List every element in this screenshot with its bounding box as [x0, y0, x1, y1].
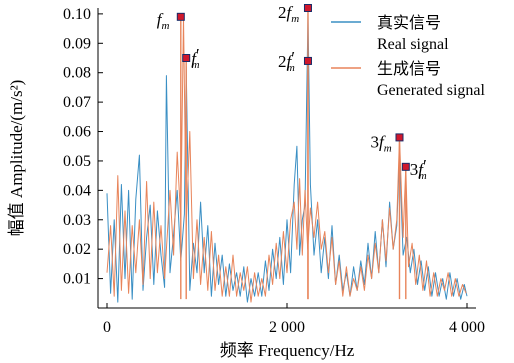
peak-label-coef: 3	[371, 132, 380, 151]
y-tick-label: 0.04	[63, 182, 91, 199]
legend-label-1: Real signal	[377, 36, 449, 53]
peak-label-prime: ′	[422, 156, 426, 175]
peak-label-base: f	[286, 3, 293, 22]
x-tick-label: 0	[103, 319, 111, 336]
legend-label-1: 真实信号	[377, 14, 441, 32]
y-tick-label: 0.07	[63, 94, 91, 111]
peak-label: 2fm	[278, 3, 299, 25]
x-axis-label: 频率 Frequency/Hz	[220, 341, 355, 360]
x-tick-label: 4 000	[449, 319, 485, 336]
peak-label-base: f	[379, 132, 386, 151]
y-tick-label: 0.03	[63, 212, 91, 229]
legend: 真实信号 Real signal 生成信号 Generated signal	[331, 14, 486, 99]
y-tick-label: 0.09	[63, 35, 91, 52]
peak-label-sub: m	[287, 62, 295, 74]
peak-label-prime: ′	[195, 45, 199, 64]
x-tick-label: 2 000	[269, 319, 305, 336]
peak-label-base: f	[418, 160, 425, 179]
peak-label: 3f′ m	[410, 156, 427, 182]
peak-label-sub: m	[384, 142, 392, 154]
peak-marker	[303, 4, 312, 12]
peak-label: fm	[157, 10, 170, 32]
marker-stems	[180, 8, 407, 300]
peak-marker	[303, 56, 312, 65]
peak-label-prime: ′	[290, 48, 294, 67]
y-tick-label: 0.10	[63, 6, 91, 23]
tick-labels: 0.01 0.02 0.03 0.04 0.05 0.06 0.07 0.08 0.09 0.10…	[63, 6, 485, 336]
peak-marker	[395, 133, 404, 142]
peak-label-sub: m	[291, 13, 299, 25]
y-tick-label: 0.02	[63, 241, 91, 258]
peak-label: 3fm	[371, 132, 392, 154]
legend-label-2: Generated signal	[377, 82, 486, 99]
y-tick-label: 0.08	[63, 65, 91, 82]
peak-marker	[401, 162, 410, 171]
y-tick-label: 0.06	[63, 124, 91, 141]
axes	[97, 8, 476, 309]
peak-label-sub: m	[192, 59, 200, 71]
peak-marker	[176, 12, 185, 21]
y-axis-label: 幅值 Amplitude/(m/s²)	[7, 80, 26, 237]
y-tick-label: 0.05	[63, 153, 91, 170]
peak-label-coef: 2	[278, 52, 287, 71]
peak-label-coef: 2	[278, 3, 287, 22]
peak-markers	[176, 4, 410, 171]
peak-label: f′ m	[191, 45, 199, 71]
peak-label-base: f	[157, 10, 164, 29]
peak-label-coef: 3	[410, 160, 419, 179]
peak-label-base: f	[191, 49, 198, 68]
peak-marker	[182, 54, 191, 62]
peak-label-base: f	[286, 52, 293, 71]
peak-label-sub: m	[419, 170, 427, 182]
legend-label-2: 生成信号	[377, 60, 441, 78]
peak-label-sub: m	[162, 20, 170, 32]
peak-label: 2f′ m	[278, 48, 295, 74]
y-tick-label: 0.01	[63, 271, 91, 288]
